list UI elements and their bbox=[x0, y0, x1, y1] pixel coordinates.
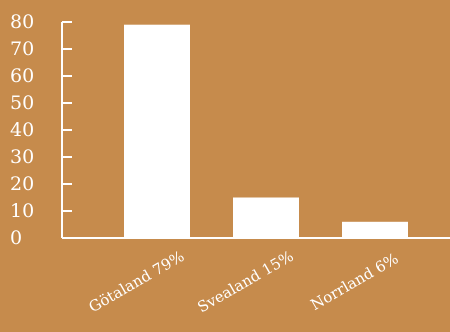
y-tick-label: 50 bbox=[10, 92, 34, 114]
x-category-label: Götaland 79% bbox=[86, 247, 188, 316]
y-tick-label: 10 bbox=[10, 200, 34, 222]
y-tick-label: 60 bbox=[10, 65, 34, 87]
bar bbox=[124, 24, 190, 239]
y-tick-label: 80 bbox=[10, 11, 34, 33]
y-tick-label: 0 bbox=[10, 227, 22, 249]
y-tick-label: 70 bbox=[10, 38, 34, 60]
x-category-label: Norrland 6% bbox=[308, 249, 402, 314]
x-axis-labels: Götaland 79% Svealand 15% Norrland 6% bbox=[86, 247, 402, 316]
bar bbox=[233, 197, 299, 238]
y-tick-label: 30 bbox=[10, 146, 34, 168]
y-axis: 0 10 20 30 40 50 60 70 80 bbox=[10, 11, 72, 249]
bars bbox=[124, 24, 408, 239]
y-tick-label: 20 bbox=[10, 173, 34, 195]
x-category-label: Svealand 15% bbox=[194, 247, 296, 316]
bar bbox=[342, 221, 408, 238]
y-tick-label: 40 bbox=[10, 119, 34, 141]
